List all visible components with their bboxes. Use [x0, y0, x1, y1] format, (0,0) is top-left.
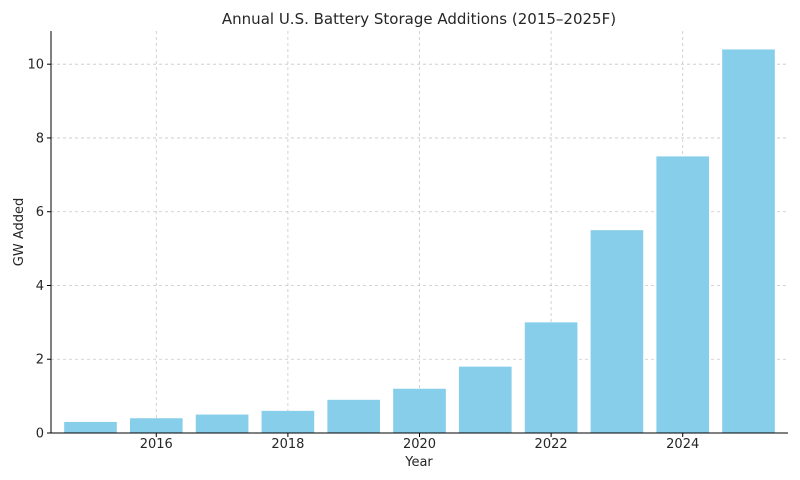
bar-2015 [64, 421, 117, 433]
bar-2019 [327, 399, 381, 433]
bar-2020 [393, 388, 446, 433]
bar-2025 [722, 49, 775, 433]
x-axis-ticks: 2016 2018 2020 2022 2024 [140, 433, 699, 452]
y-tick-label: 6 [36, 205, 44, 220]
y-axis-ticks: 0 2 4 6 8 10 [27, 58, 51, 442]
x-tick-label: 2022 [535, 437, 568, 452]
x-axis-label: Year [404, 455, 433, 470]
y-tick-label: 2 [36, 353, 44, 368]
x-tick-label: 2018 [271, 437, 304, 452]
bar-2018 [261, 410, 315, 433]
y-axis-label: GW Added [12, 198, 27, 266]
bar-2023 [590, 230, 644, 433]
x-tick-label: 2016 [140, 437, 173, 452]
y-tick-label: 8 [36, 131, 44, 146]
x-tick-label: 2020 [403, 437, 436, 452]
bar-2022 [524, 322, 578, 433]
chart-title: Annual U.S. Battery Storage Additions (2… [222, 10, 616, 28]
bar-2024 [656, 156, 710, 433]
x-tick-label: 2024 [666, 437, 699, 452]
bar-2016 [129, 418, 183, 433]
bar-2021 [458, 366, 512, 433]
y-tick-label: 0 [36, 427, 44, 442]
bars [64, 49, 775, 433]
y-tick-label: 10 [27, 58, 44, 73]
bar-2017 [195, 414, 249, 433]
y-tick-label: 4 [36, 279, 44, 294]
